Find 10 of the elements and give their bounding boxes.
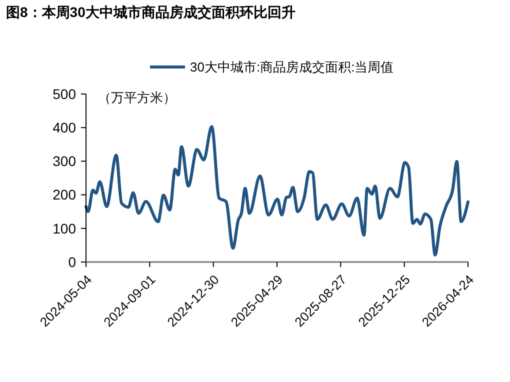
y-tick-label: 300 [52, 153, 76, 170]
y-tick-label: 400 [52, 120, 76, 136]
line-series [84, 125, 470, 256]
legend-label: 30大中城市:商品房成交面积:当周值 [190, 60, 394, 75]
y-tick-label: 200 [52, 186, 76, 203]
chart-title: 图8：本周30大中城市商品房成交面积环比回升 [6, 4, 296, 20]
y-tick-label: 0 [68, 254, 76, 270]
y-tick-label: 100 [52, 220, 76, 236]
y-tick-label: 500 [52, 86, 76, 102]
y-axis-title: （万平方米） [98, 90, 176, 105]
